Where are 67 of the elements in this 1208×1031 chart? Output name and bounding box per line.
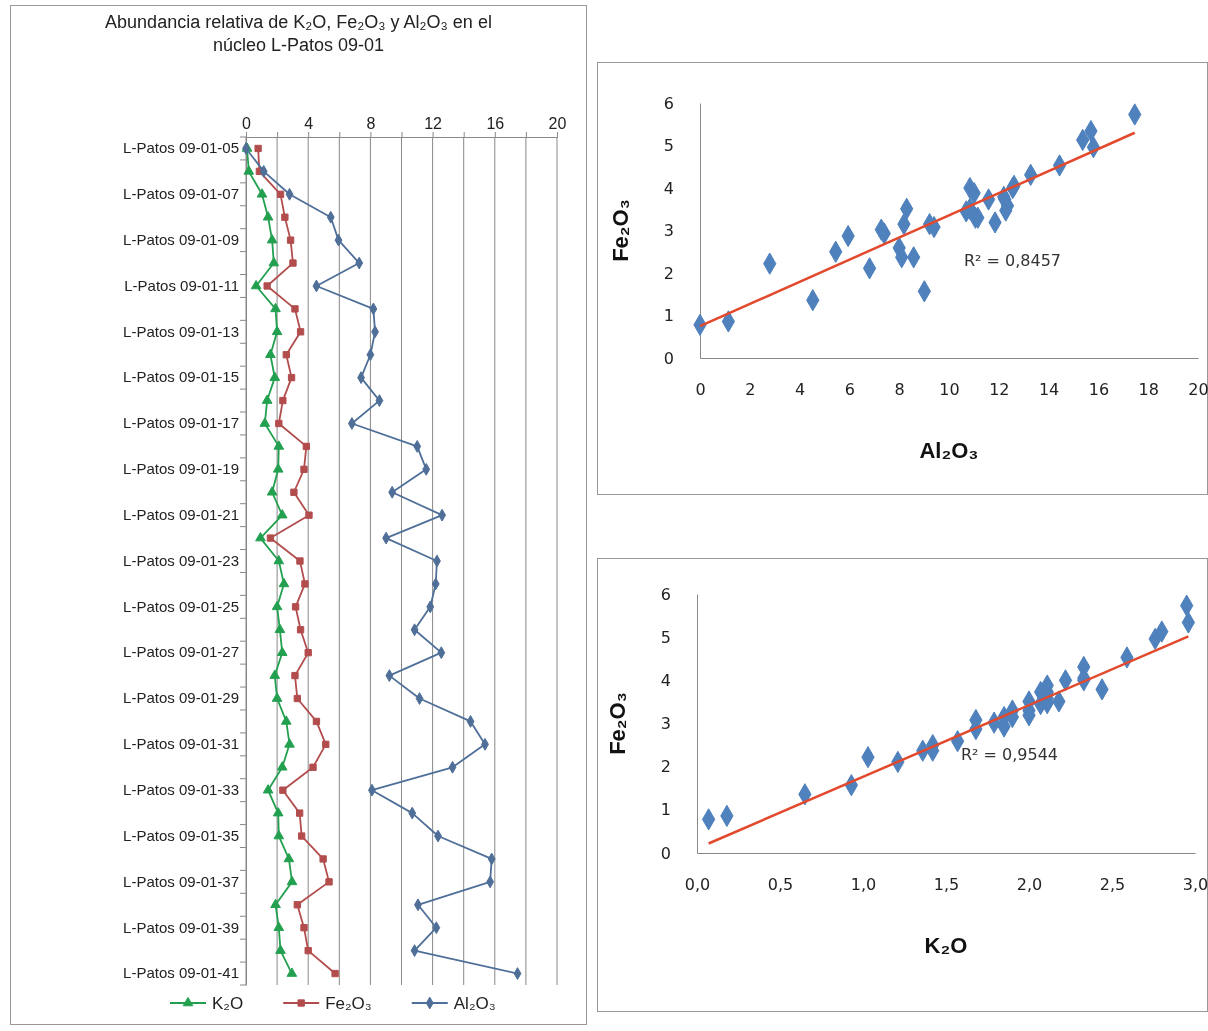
y-tick-label: L-Patos 09-01-33 — [123, 780, 239, 798]
y-tick-label: 3 — [660, 714, 671, 734]
y-tick-label: 4 — [660, 670, 671, 690]
y-tick-label: L-Patos 09-01-39 — [123, 918, 239, 936]
x-tick-label: 4 — [304, 115, 314, 132]
x-tick-label: 14 — [1038, 380, 1060, 400]
y-tick-label: L-Patos 09-01-27 — [123, 643, 239, 661]
x-tick-label: 16 — [486, 115, 505, 132]
x-axis-title: Al₂O₃ — [919, 438, 979, 463]
y-tick-label: L-Patos 09-01-21 — [123, 505, 239, 523]
annotation: R² = 0,8457 — [963, 251, 1062, 271]
y-tick-label: L-Patos 09-01-23 — [123, 551, 239, 569]
y-tick-label: 0 — [663, 348, 674, 368]
y-tick-label: 0 — [660, 843, 671, 863]
y-tick-label: L-Patos 09-01-05 — [123, 139, 239, 157]
x-tick-label: 20 — [548, 115, 567, 132]
y-tick-label: 2 — [660, 757, 671, 777]
y-tick-label: 5 — [660, 627, 671, 647]
x-tick-label: 3,0 — [1182, 875, 1208, 895]
y-tick-label: L-Patos 09-01-35 — [123, 826, 239, 844]
x-tick-label: 2,0 — [1016, 875, 1043, 895]
x-tick-label: 8 — [366, 115, 376, 132]
y-axis-title: Fe₂O₃ — [605, 692, 630, 755]
y-tick-label: L-Patos 09-01-17 — [123, 414, 239, 432]
y-tick-label: 4 — [663, 178, 674, 198]
y-tick-label: L-Patos 09-01-41 — [123, 964, 239, 982]
y-tick-label: L-Patos 09-01-11 — [124, 276, 239, 294]
y-tick-label: L-Patos 09-01-13 — [123, 322, 239, 340]
legend-label: Al₂O₃ — [453, 994, 496, 1013]
x-tick-label: 4 — [795, 380, 806, 400]
x-tick-label: 1,0 — [850, 875, 877, 895]
y-tick-label: L-Patos 09-01-31 — [123, 735, 239, 753]
y-axis-title: Fe₂O₃ — [608, 199, 633, 262]
x-tick-label: 1,5 — [933, 875, 960, 895]
x-tick-label: 0,0 — [684, 875, 711, 895]
y-tick-label: 3 — [663, 221, 674, 241]
x-tick-label: 16 — [1088, 380, 1110, 400]
y-tick-label: L-Patos 09-01-25 — [123, 597, 239, 615]
y-tick-label: 1 — [660, 800, 671, 820]
x-tick-label: 2 — [745, 380, 756, 400]
y-tick-label: 6 — [660, 584, 671, 604]
x-tick-label: 8 — [894, 380, 905, 400]
chart-title: Abundancia relativa de K₂O, Fe₂O₃ y Al₂O₃ en el núcleo L-Patos 09-01 — [105, 12, 492, 55]
y-tick-label: 1 — [663, 306, 674, 326]
y-tick-label: L-Patos 09-01-07 — [123, 185, 239, 203]
x-tick-label: 18 — [1138, 380, 1159, 400]
x-axis-title: K₂O — [924, 933, 968, 958]
x-tick-label: 10 — [939, 380, 960, 400]
y-tick-label: L-Patos 09-01-19 — [123, 460, 239, 478]
y-tick-label: L-Patos 09-01-37 — [123, 872, 239, 890]
x-tick-label: 12 — [424, 115, 443, 132]
y-tick-label: 2 — [663, 263, 674, 283]
x-tick-label: 0 — [695, 380, 706, 400]
y-tick-label: L-Patos 09-01-09 — [123, 230, 239, 248]
x-tick-label: 0 — [242, 115, 252, 132]
y-tick-label: 5 — [663, 136, 674, 156]
annotation: R² = 0,9544 — [960, 744, 1059, 764]
x-tick-label: 20 — [1188, 380, 1208, 400]
y-tick-label: L-Patos 09-01-15 — [123, 368, 239, 386]
y-tick-label: 6 — [663, 93, 674, 113]
x-tick-label: 6 — [844, 380, 855, 400]
x-tick-label: 12 — [989, 380, 1010, 400]
x-tick-label: 2,5 — [1099, 875, 1126, 895]
legend-label: Fe₂O₃ — [325, 994, 372, 1013]
y-tick-label: L-Patos 09-01-29 — [123, 689, 239, 707]
legend-label: K₂O — [212, 994, 244, 1013]
x-tick-label: 0,5 — [767, 875, 794, 895]
